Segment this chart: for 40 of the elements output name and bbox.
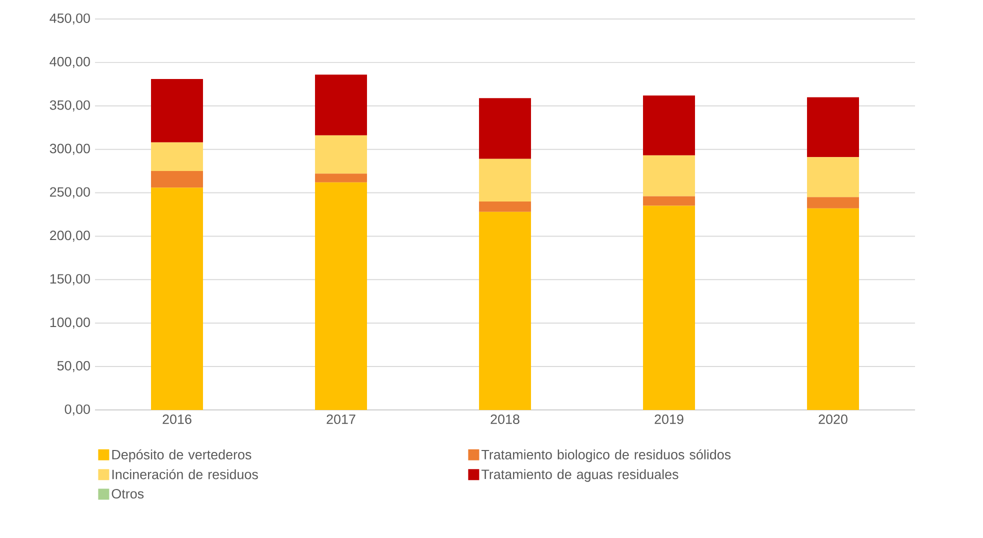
x-tick-label: 2019: [654, 414, 684, 424]
legend-label: Tratamiento biologico de residuos sólidos: [481, 449, 731, 462]
bar: [643, 206, 695, 410]
bar: [643, 196, 695, 206]
x-tick-label: 2018: [490, 414, 520, 424]
bar: [315, 174, 367, 182]
legend-label: Otros: [112, 489, 144, 499]
bar: [807, 97, 860, 158]
bar: [807, 157, 860, 198]
y-tick-label: 150,00: [50, 274, 90, 286]
y-tick-label: 0,00: [64, 404, 90, 416]
y-tick-label: 50,00: [57, 361, 90, 372]
legend-label: Depósito de vertederos: [112, 449, 252, 462]
bar: [479, 98, 531, 159]
legend-label: Tratamiento de aguas residuales: [481, 469, 678, 482]
y-tick-label: 100,00: [50, 318, 90, 329]
x-tick-label: 2017: [326, 414, 356, 424]
y-tick-label: 400,00: [50, 56, 90, 68]
y-tick-label: 300,00: [50, 144, 90, 155]
x-tick-label: 2016: [162, 414, 192, 424]
bar: [807, 208, 860, 410]
bar: [315, 135, 367, 174]
bar: [643, 155, 695, 196]
bar: [643, 95, 695, 156]
bar: [151, 142, 203, 172]
bar: [151, 188, 203, 410]
legend-label: Incineración de residuos: [112, 469, 258, 480]
bar: [151, 171, 203, 188]
y-tick-label: 350,00: [50, 100, 90, 112]
y-tick-label: 200,00: [50, 230, 90, 242]
bar: [151, 78, 203, 142]
bar: [315, 74, 367, 136]
y-tick-label: 250,00: [50, 187, 90, 198]
bar: [807, 197, 860, 208]
bar: [479, 158, 531, 202]
bar: [315, 182, 367, 410]
bar: [479, 201, 531, 212]
x-tick-label: 2020: [818, 414, 848, 424]
bar: [479, 212, 531, 410]
y-tick-label: 450,00: [50, 13, 90, 25]
